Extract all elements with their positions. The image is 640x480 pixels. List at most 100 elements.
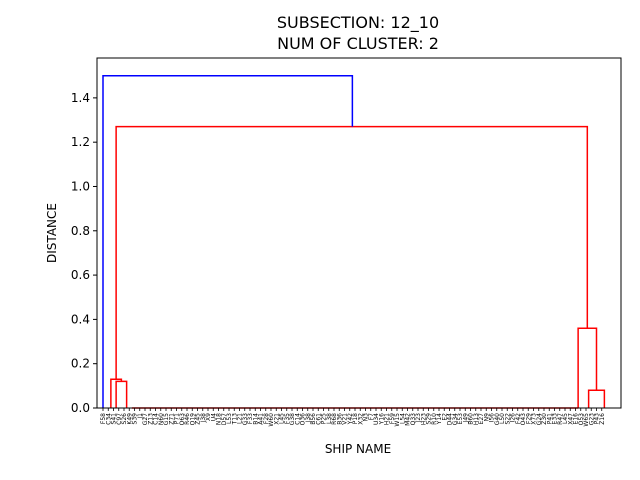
chart-title-line-1: SUBSECTION: 12_10 [277, 13, 439, 33]
leaf-label: S41 [111, 413, 118, 425]
leaf-label: P41 [546, 413, 553, 424]
y-tick-label: 1.0 [71, 179, 90, 193]
leaf-label: F58 [100, 413, 107, 424]
leaf-label: E33 [552, 413, 559, 425]
leaf-label: A41 [258, 413, 265, 425]
leaf-label: X32 [357, 413, 364, 425]
chart-title-line-2: NUM OF CLUSTER: 2 [277, 34, 439, 53]
leaf-label: D44 [447, 413, 454, 425]
leaf-label: R68 [331, 413, 338, 425]
leaf-label: I26 [510, 413, 517, 423]
leaf-label: Y42 [347, 413, 354, 425]
leaf-label: G23 [588, 413, 595, 425]
y-tick-label: 0.4 [71, 312, 90, 326]
leaf-label: J49 [462, 413, 469, 424]
leaf-label: H21 [384, 413, 391, 425]
dendrogram-link-6 [115, 125, 589, 380]
leaf-label: F7 [368, 413, 375, 420]
leaf-label: O43 [520, 413, 527, 426]
dendrogram-link-7 [102, 74, 354, 408]
leaf-label: F33 [247, 413, 254, 424]
leaf-label: H23 [420, 413, 427, 425]
leaf-label: M42 [405, 413, 412, 426]
leaf-label: Z13 [147, 413, 154, 425]
x-axis-label: SHIP NAME [325, 442, 391, 456]
leaf-label: L45 [562, 413, 569, 424]
leaf-labels: F58C34S41C97S26K49S39J1G27Z13C14N60G15Z7… [100, 413, 606, 427]
leaf-label: P71 [174, 413, 181, 424]
leaf-label: L38 [326, 413, 333, 424]
leaf-label: N3 [363, 413, 370, 421]
leaf-label: G40 [494, 413, 501, 425]
leaf-label: E2 [441, 413, 448, 421]
leaf-label: N18 [216, 413, 223, 425]
leaf-label: C97 [116, 413, 123, 425]
leaf-label: E53 [457, 413, 464, 425]
leaf-label: C14 [153, 413, 160, 425]
y-tick-label: 1.4 [71, 91, 90, 105]
leaf-label: T13 [231, 413, 238, 425]
leaf-label: C14 [294, 413, 301, 425]
leaf-label: F59 [389, 413, 396, 424]
leaf-label: C34 [105, 413, 112, 425]
y-tick-label: 0.8 [71, 224, 90, 238]
leaf-label: Z45 [195, 413, 202, 425]
leaf-label: O36 [300, 413, 307, 426]
leaf-label: B60 [468, 413, 475, 425]
leaf-label: G33 [242, 413, 249, 425]
leaf-label: W60 [268, 413, 275, 427]
leaf-label: B36 [336, 413, 343, 425]
leaf-label: G38 [289, 413, 296, 425]
leaf-label: G27 [142, 413, 149, 425]
leaf-label: G24 [536, 413, 543, 425]
leaf-label: V21 [342, 413, 349, 425]
leaf-label: F29 [525, 413, 532, 424]
leaf-label: J38 [200, 413, 207, 424]
leaf-label: E16 [573, 413, 580, 425]
leaf-label: L45 [279, 413, 286, 424]
dendrogram-link-2 [115, 380, 128, 408]
leaf-label: Q33 [410, 413, 417, 426]
leaf-label: P18 [352, 413, 359, 424]
leaf-label: O53 [578, 413, 585, 426]
leaf-label: F28 [263, 413, 270, 424]
leaf-label: L21 [237, 413, 244, 424]
leaf-label: S22 [504, 413, 511, 425]
leaf-label: X9 [205, 413, 212, 421]
leaf-label: D57 [221, 413, 228, 425]
leaf-label: Z30 [541, 413, 548, 425]
dendrogram-link-3 [110, 378, 123, 408]
leaf-label: U34 [373, 413, 380, 425]
leaf-label: B56 [310, 413, 317, 425]
leaf-label: K49 [126, 413, 133, 425]
leaf-label: S39 [132, 413, 139, 425]
leaf-label: Y14 [436, 413, 443, 425]
y-axis-label: DISTANCE [45, 203, 59, 263]
leaf-label: L53 [226, 413, 233, 424]
leaf-label: L54 [399, 413, 406, 424]
leaf-label: L50 [499, 413, 506, 424]
leaf-label: X21 [273, 413, 280, 425]
leaf-label: J1 [137, 413, 144, 420]
leaf-label: S29 [426, 413, 433, 425]
leaf-label: X47 [567, 413, 574, 425]
leaf-label: U4 [210, 413, 217, 421]
leaf-label: Y16 [378, 413, 385, 425]
y-tick-label: 0.0 [71, 401, 90, 415]
plot-frame [96, 57, 622, 409]
y-tick-label: 0.6 [71, 268, 90, 282]
leaf-label: I56 [489, 413, 496, 423]
leaf-label: W15 [394, 413, 401, 427]
leaf-label: C61 [315, 413, 322, 425]
leaf-label: H13 [473, 413, 480, 425]
leaf-label: R10 [431, 413, 438, 425]
leaf-label: Z71 [168, 413, 175, 425]
y-axis-ticks: 0.0 0.2 0.4 0.6 0.8 1.0 1.2 1.4 [71, 91, 97, 415]
leaf-label: G34 [452, 413, 459, 425]
leaf-label: S26 [121, 413, 128, 425]
leaf-label: O63 [179, 413, 186, 426]
leaf-label: E27 [478, 413, 485, 425]
leaf-label: O19 [189, 413, 196, 426]
